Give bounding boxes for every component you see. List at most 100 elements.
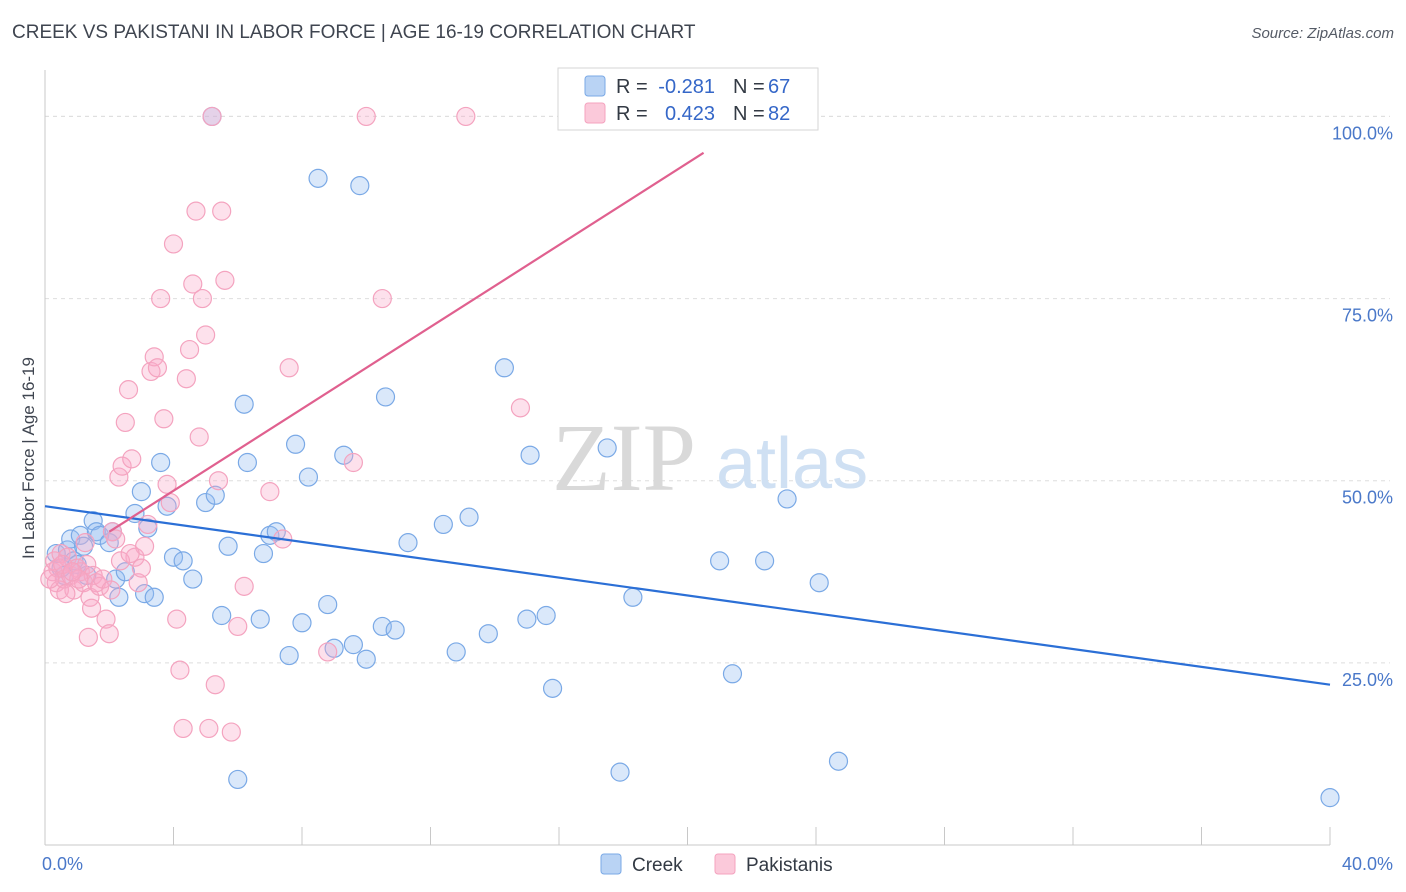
pakistanis-point <box>154 409 174 429</box>
pakistanis-point <box>221 722 241 742</box>
legend-creek-label: Creek <box>632 855 683 876</box>
creek-point <box>57 540 78 560</box>
pakistanis-point <box>192 288 213 309</box>
creek-point <box>385 620 405 640</box>
pakistanis-point <box>112 456 132 476</box>
pakistanis-point <box>228 616 248 637</box>
creek-point <box>722 664 743 684</box>
creek-point <box>372 616 392 637</box>
pakistanis-point <box>215 270 235 290</box>
pakistanis-point <box>147 358 168 378</box>
pakistanis-point <box>40 569 60 589</box>
creek-point <box>298 467 319 487</box>
creek-point <box>266 522 286 542</box>
pakistanis-point <box>96 609 116 629</box>
creek-point <box>205 485 225 505</box>
creek-point <box>134 584 155 604</box>
series-legend: Creek Pakistanis <box>600 853 833 876</box>
creek-point <box>610 762 630 782</box>
pakistanis-point <box>106 529 126 549</box>
legend-pakistanis-label: Pakistanis <box>746 855 833 876</box>
pakistanis-point <box>101 580 121 600</box>
creek-point <box>151 452 171 473</box>
creek-point <box>173 551 193 571</box>
pakistanis-point <box>167 609 187 629</box>
pakistanis-point <box>53 554 73 575</box>
y-tick-label: 25.0% <box>1342 670 1393 690</box>
creek-point <box>308 168 328 188</box>
pakistanis-point <box>260 482 280 502</box>
pakistanis-point <box>510 398 531 418</box>
chart-source: Source: ZipAtlas.com <box>1251 25 1394 42</box>
pakistanis-point <box>279 358 299 378</box>
creek-point <box>279 645 299 666</box>
pakistanis-point <box>186 201 206 221</box>
pakistanis-point <box>356 106 376 127</box>
pakistanis-point <box>70 562 90 582</box>
creek-point <box>433 514 453 535</box>
pakistanis-point <box>199 718 219 739</box>
creek-point <box>623 587 643 607</box>
pakistanis-point <box>212 201 232 221</box>
pakistanis-r-label: R = <box>616 103 648 125</box>
pakistanis-point <box>128 573 148 593</box>
creek-point <box>517 609 537 629</box>
creek-n-value: 67 <box>768 76 790 98</box>
creek-point <box>250 609 270 629</box>
creek-point <box>109 587 129 607</box>
creek-point <box>754 551 775 571</box>
creek-point <box>828 751 849 771</box>
creek-point <box>218 536 238 556</box>
pakistanis-point <box>163 234 184 254</box>
pakistanis-point <box>189 427 209 447</box>
y-tick-labels: 25.0% 50.0% 75.0% 100.0% <box>1332 123 1393 689</box>
pakistanis-point <box>93 569 113 589</box>
creek-point <box>157 496 177 516</box>
pakistanis-point <box>54 569 74 589</box>
creek-point <box>285 434 306 454</box>
pakistanis-point <box>56 584 76 604</box>
pakistanis-point <box>110 551 131 571</box>
pakistanis-point <box>170 660 190 680</box>
creek-point <box>350 176 370 196</box>
creek-trendline <box>44 505 1331 686</box>
creek-point <box>356 649 376 669</box>
pakistanis-point <box>78 627 98 647</box>
creek-point <box>710 551 730 571</box>
pakistanis-n-value: 82 <box>768 103 790 125</box>
creek-point <box>542 678 563 698</box>
pakistanis-point <box>183 274 203 294</box>
x-tick-label: 40.0% <box>1342 854 1393 874</box>
creek-point <box>809 573 829 593</box>
pakistanis-point <box>120 543 140 564</box>
pakistanis-point <box>372 288 392 309</box>
y-tick-label: 75.0% <box>1342 306 1393 326</box>
creek-point <box>253 543 274 564</box>
legend-pakistanis-swatch <box>714 853 736 875</box>
creek-point <box>520 445 540 465</box>
creek-point <box>292 613 312 633</box>
pakistanis-point <box>179 339 200 360</box>
creek-point <box>234 394 254 414</box>
pakistanis-r-value: 0.423 <box>665 103 715 125</box>
pakistanis-point <box>208 471 229 491</box>
pakistanis-point <box>456 106 476 127</box>
pakistanis-point <box>99 624 119 644</box>
creek-point <box>1320 788 1340 808</box>
watermark-zip: ZIP <box>552 404 696 511</box>
creek-point <box>99 533 119 553</box>
pakistanis-trendline <box>108 151 705 533</box>
pakistanis-point <box>144 347 164 367</box>
pakistanis-swatch <box>584 102 606 124</box>
creek-point <box>478 624 498 644</box>
creek-point <box>334 445 354 465</box>
watermark: ZIP atlas <box>552 404 868 511</box>
pakistanis-point <box>81 598 102 618</box>
creek-point <box>212 605 232 626</box>
pakistanis-point <box>173 718 193 739</box>
pakistanis-point <box>118 380 139 400</box>
y-tick-label: 100.0% <box>1332 123 1393 143</box>
pakistanis-point <box>109 467 129 487</box>
pakistanis-point <box>176 369 196 389</box>
creek-swatch <box>584 75 606 97</box>
